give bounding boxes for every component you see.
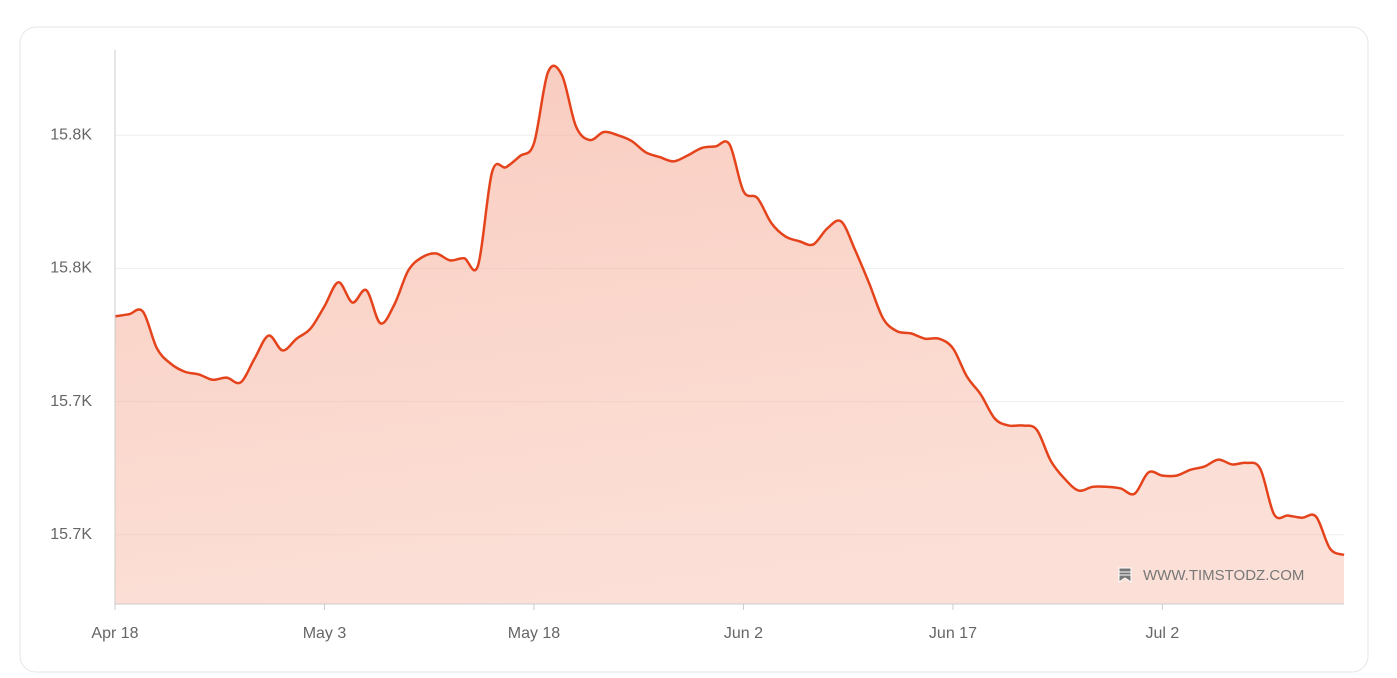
x-tick-label: Apr 18 [91,625,138,642]
x-tick-label: May 18 [508,625,561,642]
x-tick-label: May 3 [303,625,347,642]
watermark: WWW.TIMSTODZ.COM [1118,567,1304,584]
watermark-text: WWW.TIMSTODZ.COM [1143,567,1304,584]
area [115,65,1344,604]
y-tick-label: 15.7K [50,393,92,410]
y-tick-label: 15.7K [50,526,92,543]
y-tick-label: 15.8K [50,126,92,143]
x-tick-label: Jun 2 [724,625,763,642]
axes: 15.7K 15.7K 15.8K 15.8K Apr 18 May 3 May 18 Jun… [50,50,1344,642]
y-tick-label: 15.8K [50,260,92,277]
line [114,64,1345,557]
x-tick-label: Jun 17 [929,625,977,642]
watermark-icon [1118,567,1132,583]
x-tick-label: Jul 2 [1146,625,1180,642]
plot [114,64,1345,604]
